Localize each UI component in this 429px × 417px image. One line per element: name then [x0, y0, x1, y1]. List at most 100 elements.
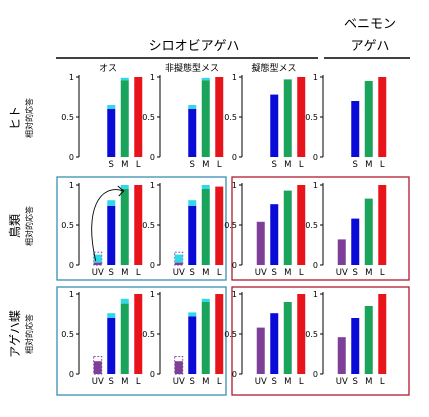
- bar-cap-UV: [174, 254, 183, 263]
- x-label-UV: UV: [255, 377, 267, 387]
- row-label-human: ヒト 相対的応答: [8, 98, 34, 138]
- x-label-UV: UV: [173, 377, 185, 387]
- y-tick-label: 0: [313, 261, 318, 270]
- bar-S: [107, 205, 116, 265]
- panel-r1-c3: 0 0.5 1 UV S M L: [305, 181, 387, 278]
- panel-r1-c1: 0 0.5 1 UV S M L: [142, 181, 224, 278]
- bar-cap-S: [188, 312, 197, 317]
- y-tick-label: 1: [232, 181, 237, 190]
- x-label-S: S: [109, 268, 114, 278]
- y-tick-label: 0.5: [142, 330, 155, 339]
- bar-L: [215, 77, 224, 157]
- bar-L: [378, 185, 387, 265]
- y-tick-label: 0.5: [305, 330, 318, 339]
- panel-r2-c2: 0 0.5 1 UV S M L: [224, 290, 306, 387]
- bar-UV: [93, 361, 102, 374]
- bar-cap-M: [201, 77, 210, 81]
- bar-L: [134, 185, 143, 265]
- x-label-L: L: [299, 377, 304, 387]
- bar-S: [107, 318, 116, 374]
- y-tick-label: 0.5: [224, 113, 237, 122]
- bar-cap-M: [120, 298, 129, 304]
- x-label-UV: UV: [173, 268, 185, 278]
- bar-L: [378, 294, 387, 374]
- x-label-M: M: [365, 268, 372, 278]
- y-tick-label: 1: [69, 73, 74, 82]
- x-label-L: L: [217, 268, 222, 278]
- bar-M: [120, 303, 129, 374]
- x-label-S: S: [190, 268, 195, 278]
- row-label-bird: 鳥類 相対的応答: [7, 206, 34, 246]
- highlight-box-bird-males: [56, 176, 227, 281]
- row-label-butterfly: アゲハ蝶 相対的応答: [7, 310, 34, 358]
- x-label-S: S: [353, 268, 358, 278]
- row-label-butterfly-name: アゲハ蝶: [7, 310, 22, 358]
- y-tick-label: 1: [150, 73, 155, 82]
- y-tick-label: 1: [313, 73, 318, 82]
- bar-S: [351, 218, 360, 265]
- x-label-S: S: [190, 160, 195, 170]
- x-label-S: S: [272, 160, 277, 170]
- x-label-L: L: [217, 160, 222, 170]
- bar-S: [270, 204, 279, 265]
- column-label-nonmimetic-female: 非擬態型メス: [165, 62, 219, 74]
- row-label-human-unit: 相対的応答: [24, 98, 34, 138]
- x-label-L: L: [136, 160, 141, 170]
- x-label-S: S: [353, 377, 358, 387]
- bar-L: [297, 185, 306, 265]
- bar-M: [201, 80, 210, 157]
- bar-L: [215, 186, 224, 265]
- row-label-butterfly-unit: 相対的応答: [24, 314, 34, 354]
- y-tick-label: 0: [150, 153, 155, 162]
- bar-S: [270, 94, 279, 157]
- bar-cap-S: [188, 200, 197, 206]
- y-tick-label: 0: [232, 153, 237, 162]
- x-label-L: L: [380, 377, 385, 387]
- highlight-box-butterfly-mimics: [231, 286, 410, 396]
- x-label-M: M: [284, 160, 291, 170]
- x-label-L: L: [380, 268, 385, 278]
- x-label-S: S: [272, 268, 277, 278]
- y-tick-label: 1: [313, 181, 318, 190]
- y-tick-label: 0: [69, 153, 74, 162]
- bar-S: [351, 101, 360, 157]
- panel-r0-c3: 0 0.5 1 S M L: [305, 73, 387, 170]
- x-label-L: L: [299, 160, 304, 170]
- bar-M: [283, 190, 292, 265]
- x-label-UV: UV: [336, 377, 348, 387]
- bar-cap-S: [188, 105, 197, 109]
- bar-cap-UV: [93, 254, 102, 263]
- y-tick-label: 1: [69, 181, 74, 190]
- bar-S: [188, 109, 197, 157]
- bar-cap-S: [107, 313, 116, 318]
- x-label-L: L: [136, 268, 141, 278]
- y-tick-label: 0: [232, 370, 237, 379]
- bar-S: [351, 318, 360, 374]
- bar-L: [215, 294, 224, 374]
- x-label-S: S: [353, 160, 358, 170]
- x-label-L: L: [299, 268, 304, 278]
- bar-cap-S: [107, 200, 116, 206]
- panel-r2-c3: 0 0.5 1 UV S M L: [305, 290, 387, 387]
- y-tick-label: 0.5: [305, 113, 318, 122]
- highlight-box-bird-mimics: [231, 176, 410, 281]
- row-label-bird-unit: 相対的応答: [24, 206, 34, 246]
- x-label-M: M: [121, 268, 128, 278]
- panel-r0-c1: 0 0.5 1 S M L: [142, 73, 224, 170]
- y-tick-label: 0: [150, 261, 155, 270]
- uv-shift-arrowhead: [117, 185, 125, 197]
- row-label-human-name: ヒト: [8, 106, 22, 130]
- bar-M: [201, 302, 210, 374]
- x-label-M: M: [365, 377, 372, 387]
- bar-M: [364, 81, 373, 157]
- x-label-M: M: [284, 377, 291, 387]
- y-tick-label: 0: [150, 370, 155, 379]
- x-label-M: M: [121, 377, 128, 387]
- y-tick-label: 1: [150, 181, 155, 190]
- x-label-M: M: [284, 268, 291, 278]
- bar-L: [297, 77, 306, 157]
- x-label-S: S: [109, 160, 114, 170]
- bar-L: [297, 294, 306, 374]
- bar-UV: [256, 221, 265, 265]
- y-tick-label: 1: [69, 290, 74, 299]
